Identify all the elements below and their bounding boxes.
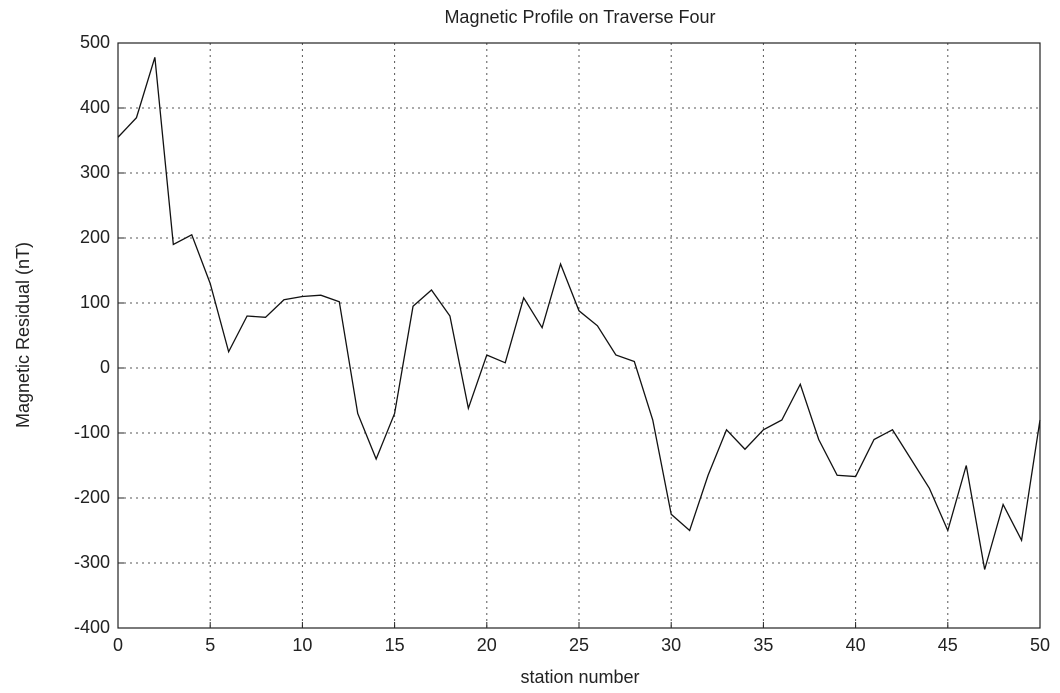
x-tick-label: 35	[753, 635, 773, 655]
x-tick-label: 10	[292, 635, 312, 655]
y-tick-label: -200	[74, 487, 110, 507]
x-tick-label: 25	[569, 635, 589, 655]
x-tick-label: 15	[385, 635, 405, 655]
x-tick-label: 40	[846, 635, 866, 655]
x-tick-label: 30	[661, 635, 681, 655]
x-tick-label: 5	[205, 635, 215, 655]
x-tick-label: 0	[113, 635, 123, 655]
x-tick-label: 20	[477, 635, 497, 655]
x-tick-label: 45	[938, 635, 958, 655]
y-tick-label: -400	[74, 617, 110, 637]
y-tick-label: 300	[80, 162, 110, 182]
y-axis-label: Magnetic Residual (nT)	[13, 242, 33, 428]
y-tick-label: 100	[80, 292, 110, 312]
y-tick-label: 500	[80, 32, 110, 52]
y-tick-label: 400	[80, 97, 110, 117]
x-tick-label: 50	[1030, 635, 1050, 655]
y-tick-label: 0	[100, 357, 110, 377]
y-tick-label: -300	[74, 552, 110, 572]
x-axis-label: station number	[520, 667, 639, 687]
chart-title: Magnetic Profile on Traverse Four	[444, 7, 715, 27]
y-tick-label: 200	[80, 227, 110, 247]
data-line	[117, 57, 1041, 570]
y-tick-label: -100	[74, 422, 110, 442]
plot-frame	[117, 42, 1041, 629]
